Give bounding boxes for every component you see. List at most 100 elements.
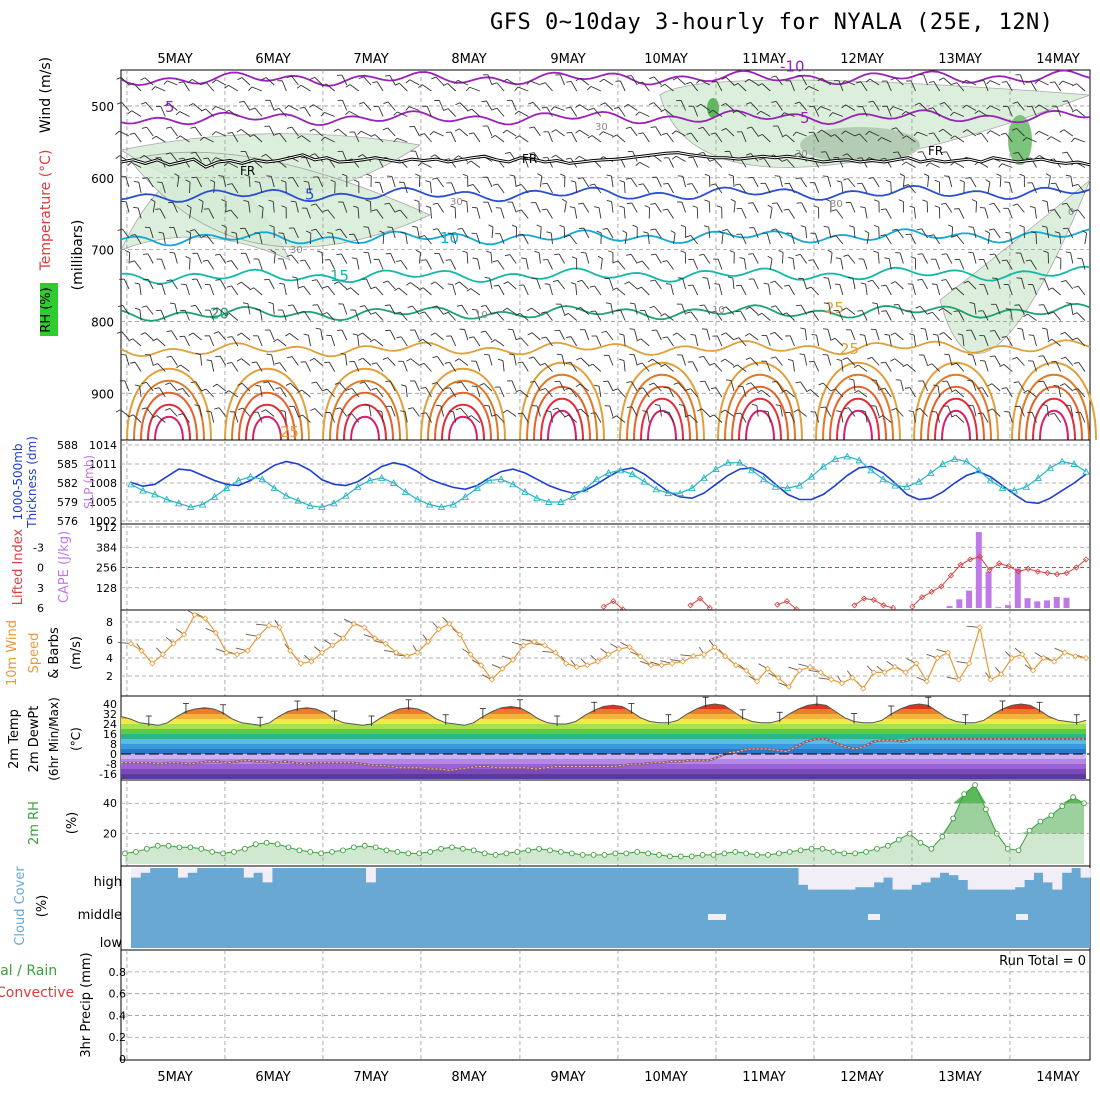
wind-barb-flag	[400, 231, 406, 234]
wind10m-marker	[467, 651, 474, 658]
wind-barb	[366, 278, 372, 290]
date-label-bottom: 11MAY	[742, 1070, 786, 1085]
slp-marker	[222, 484, 231, 492]
wind-barb-flag	[606, 174, 612, 177]
wind-barb	[714, 363, 723, 372]
wind-barb	[210, 411, 215, 423]
wind-barb	[327, 209, 336, 219]
wind-barb-flag	[561, 198, 567, 203]
wind-barb-flag	[843, 178, 849, 181]
wind-barb-flag	[493, 284, 499, 287]
wind-barb	[1048, 176, 1051, 188]
wind-barb-flag	[901, 111, 907, 116]
wind-barb	[919, 102, 928, 111]
wind-barb	[414, 329, 420, 341]
wind-barb-flag	[169, 302, 175, 305]
wind-barb	[884, 158, 892, 168]
wind-barb	[494, 339, 505, 347]
wind-barb-flag	[254, 232, 260, 234]
wind-barb	[205, 388, 215, 398]
wind-barb-flag	[311, 381, 317, 384]
date-label-top: 7MAY	[353, 52, 388, 67]
wind-barb	[387, 127, 396, 137]
wind-barb	[962, 335, 965, 347]
wind-barb	[291, 75, 299, 86]
slp-marker	[401, 487, 410, 495]
wind-barb-flag	[860, 410, 866, 413]
wind-barb-flag	[965, 177, 971, 179]
cape-bar	[1024, 598, 1031, 608]
cloud-high-gap	[262, 868, 273, 883]
rh2m-marker	[634, 848, 641, 855]
rh-area-high	[1008, 115, 1032, 165]
wind-barb-flag	[830, 134, 836, 138]
wind-barb-flag	[366, 173, 372, 177]
wind-barb-flag	[650, 228, 656, 231]
wind-barb	[956, 235, 965, 245]
wind-barb-flag	[729, 250, 735, 253]
wind-barb-flag	[932, 333, 938, 336]
wind-barb-flag	[735, 412, 741, 415]
wind-barb	[403, 182, 408, 194]
wind-barb-flag	[142, 253, 149, 255]
wind-barb-flag	[288, 304, 294, 307]
wind-barb-flag	[891, 408, 897, 411]
wind-barb	[743, 258, 747, 270]
wind-barb-flag	[650, 279, 656, 282]
wind-barb	[639, 111, 650, 117]
wind-barb-flag	[400, 410, 406, 413]
wind-barb-flag	[202, 259, 208, 262]
wind10m-marker	[891, 663, 899, 671]
boundary-isotherm	[329, 379, 401, 441]
wind-barb	[784, 112, 795, 117]
wind-barb	[523, 284, 529, 296]
pressure-tick-label: 800	[91, 315, 114, 329]
wind10m-marker	[838, 680, 846, 687]
slp-marker	[843, 452, 852, 460]
wind10m-marker	[297, 660, 304, 667]
wind-barb	[146, 407, 154, 417]
wind-barb	[568, 312, 577, 321]
wind-barb-flag	[237, 382, 243, 386]
wind-barb-flag	[178, 81, 184, 84]
wind-barb	[550, 411, 553, 423]
wind-barb-flag	[280, 179, 286, 183]
wind-barb-flag	[734, 183, 740, 186]
wind-barb-flag	[934, 179, 940, 183]
wind-barb-flag	[1073, 285, 1079, 288]
wind-barb	[886, 80, 892, 92]
wind-barb	[623, 335, 626, 347]
wind-barb	[381, 411, 384, 423]
wind-barb	[1043, 355, 1049, 366]
wind-barb	[852, 278, 856, 290]
wind-barb-flag	[578, 202, 584, 205]
wind-barb-flag	[873, 250, 879, 253]
rh2m-marker	[721, 850, 728, 857]
li-marker	[1005, 563, 1012, 570]
wind-barb-flag	[186, 230, 191, 234]
wind-barb	[500, 207, 505, 219]
wind-barb-flag	[497, 358, 504, 361]
wind10m-marker	[446, 620, 453, 627]
wind-barb	[189, 181, 191, 194]
wind-barb	[231, 285, 239, 296]
cloud-high-gap	[845, 868, 856, 890]
wind-barb	[763, 158, 771, 168]
wind-barb	[630, 177, 638, 188]
wind-barb	[205, 108, 215, 117]
wind-barb	[125, 354, 130, 366]
wind-barb-flag	[407, 305, 413, 309]
wind-barb	[269, 125, 275, 137]
wind-barb	[653, 102, 662, 111]
wind-barb	[1076, 83, 1086, 92]
wind-barb	[841, 360, 844, 372]
cloud-high-gap	[807, 868, 818, 890]
rh2m-marker	[274, 841, 281, 848]
rh2m-marker	[1015, 847, 1022, 854]
ylabel-cape: CAPE (J/kg)	[57, 531, 72, 603]
wind-barb-flag	[287, 356, 293, 359]
wind-barb-flag	[672, 332, 678, 336]
rh2m-marker	[307, 848, 314, 855]
wind-barb-flag	[565, 336, 572, 338]
